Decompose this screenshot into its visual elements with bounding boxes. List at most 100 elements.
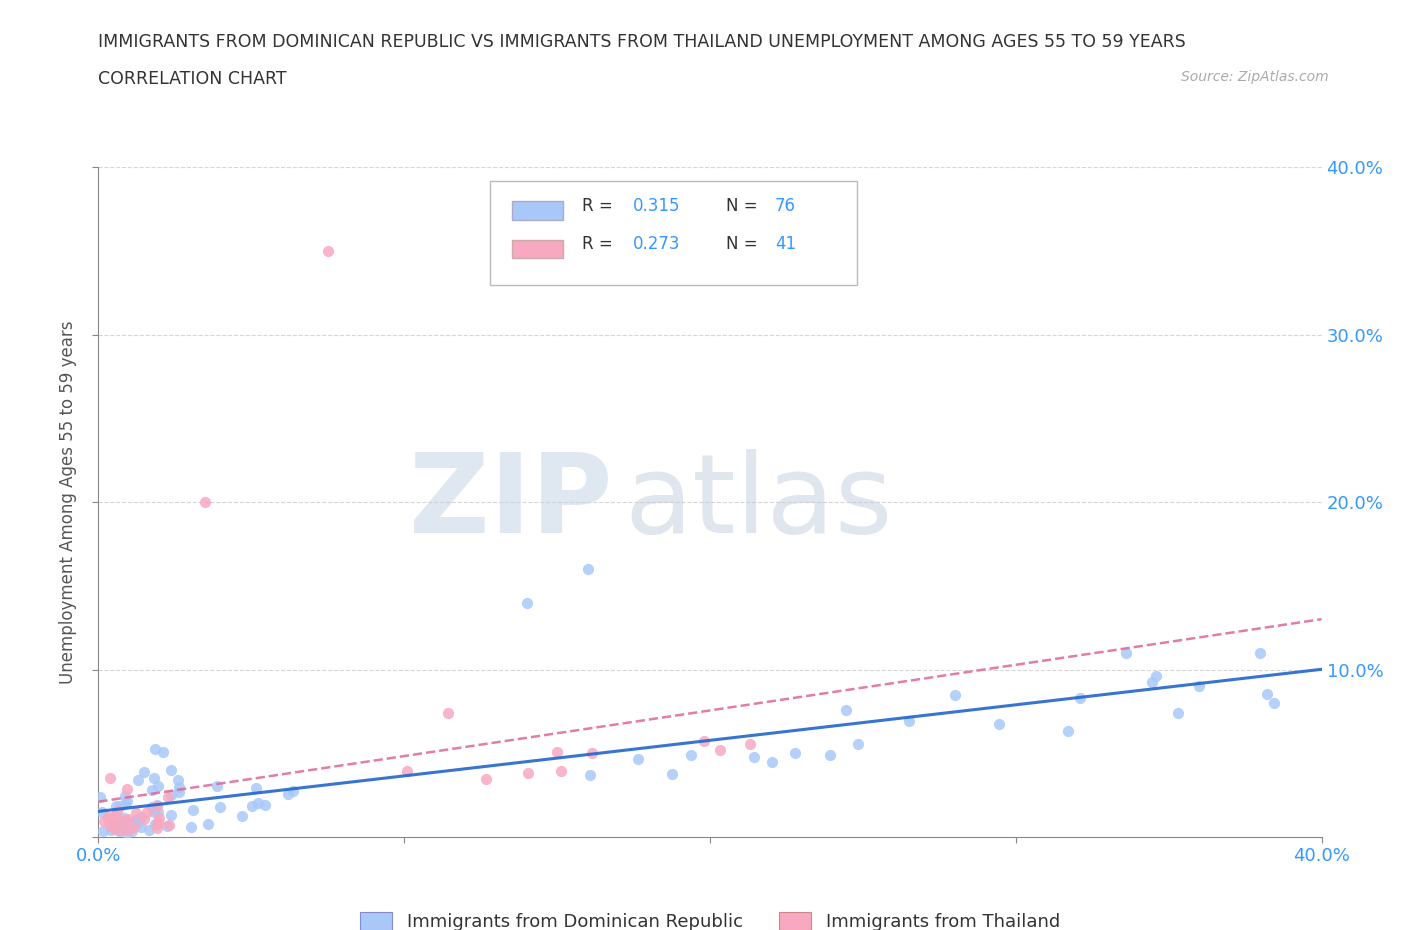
Point	[167, 779, 190, 794]
Point	[145, 817, 167, 831]
Text: N =: N =	[725, 197, 763, 215]
Bar	[512, 240, 564, 258]
Point	[1249, 645, 1271, 660]
Point	[98, 812, 121, 827]
Point	[101, 817, 124, 832]
Point	[131, 809, 153, 824]
Point	[142, 770, 165, 785]
Point	[117, 822, 139, 837]
Point	[627, 751, 650, 766]
Point	[943, 688, 966, 703]
Point	[277, 786, 299, 801]
Point	[245, 781, 267, 796]
Point	[148, 804, 170, 819]
Point	[209, 800, 232, 815]
Point	[138, 822, 160, 837]
Point	[148, 778, 170, 793]
Text: atlas: atlas	[624, 448, 893, 556]
Text: R =: R =	[582, 197, 617, 215]
Point	[105, 809, 128, 824]
Point	[546, 745, 568, 760]
Point	[104, 799, 127, 814]
Point	[136, 804, 159, 819]
Point	[115, 793, 138, 808]
Text: 41: 41	[775, 235, 796, 253]
Point	[761, 754, 783, 769]
Point	[167, 785, 190, 800]
Text: Source: ZipAtlas.com: Source: ZipAtlas.com	[1181, 70, 1329, 84]
Point	[578, 767, 600, 782]
Point	[205, 778, 228, 793]
Point	[111, 816, 134, 830]
Point	[125, 805, 148, 820]
Point	[104, 822, 127, 837]
Point	[105, 807, 128, 822]
Point	[157, 817, 180, 832]
Text: R =: R =	[582, 235, 617, 253]
Point	[101, 809, 124, 824]
Text: CORRELATION CHART: CORRELATION CHART	[98, 70, 287, 87]
Point	[112, 811, 135, 826]
Point	[679, 748, 702, 763]
Point	[127, 815, 149, 830]
Point	[114, 813, 136, 828]
Point	[122, 819, 145, 834]
Point	[474, 772, 496, 787]
Point	[246, 796, 269, 811]
Point	[160, 787, 183, 802]
Point	[156, 818, 179, 833]
Point	[517, 765, 540, 780]
Point	[114, 797, 136, 812]
Point	[91, 805, 114, 820]
Point	[231, 808, 253, 823]
Point	[1115, 645, 1137, 660]
Point	[145, 820, 167, 835]
Point	[693, 734, 716, 749]
Point	[148, 815, 170, 830]
Point	[709, 743, 731, 758]
Point	[516, 595, 538, 610]
Legend: Immigrants from Dominican Republic, Immigrants from Thailand: Immigrants from Dominican Republic, Immi…	[353, 905, 1067, 930]
Point	[141, 799, 163, 814]
Point	[105, 804, 128, 818]
Point	[166, 772, 188, 787]
Point	[104, 814, 127, 829]
FancyBboxPatch shape	[489, 180, 856, 285]
Point	[1056, 724, 1078, 738]
Point	[110, 799, 132, 814]
Point	[1188, 679, 1211, 694]
Point	[820, 747, 842, 762]
Point	[141, 783, 163, 798]
Point	[145, 798, 167, 813]
Point	[1144, 669, 1167, 684]
Point	[157, 790, 180, 804]
Point	[987, 717, 1010, 732]
Y-axis label: Unemployment Among Ages 55 to 59 years: Unemployment Among Ages 55 to 59 years	[59, 321, 77, 684]
Point	[125, 815, 148, 830]
Point	[91, 824, 114, 839]
Point	[437, 706, 460, 721]
Point	[1256, 687, 1278, 702]
Text: 0.273: 0.273	[633, 235, 681, 253]
Point	[142, 805, 165, 820]
Point	[1142, 675, 1164, 690]
Point	[742, 750, 765, 764]
Point	[576, 562, 599, 577]
Point	[661, 766, 683, 781]
Point	[160, 807, 183, 822]
Point	[848, 737, 870, 751]
Point	[114, 789, 136, 804]
Point	[132, 764, 155, 779]
Point	[180, 819, 202, 834]
Point	[194, 495, 217, 510]
Point	[131, 819, 153, 834]
Point	[107, 823, 129, 838]
Point	[1069, 691, 1091, 706]
Point	[125, 813, 148, 828]
Point	[835, 703, 858, 718]
Point	[148, 810, 170, 825]
Point	[146, 798, 169, 813]
Point	[100, 822, 122, 837]
Point	[160, 763, 183, 777]
Text: 76: 76	[775, 197, 796, 215]
